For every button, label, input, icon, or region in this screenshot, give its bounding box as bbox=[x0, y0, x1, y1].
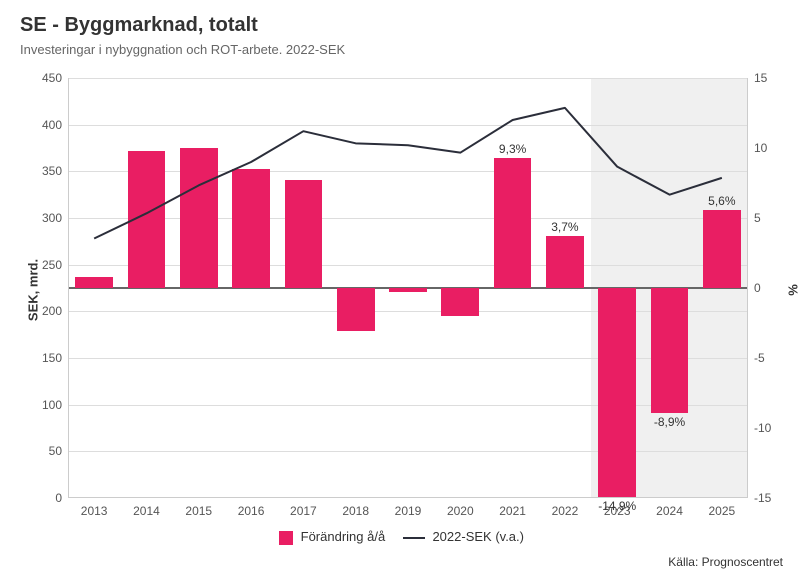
y-left-tick: 100 bbox=[22, 398, 62, 412]
legend-bar-swatch bbox=[279, 531, 293, 545]
y-axis-right-label: % bbox=[786, 284, 801, 296]
y-right-tick: -10 bbox=[754, 421, 784, 435]
y-right-tick: -5 bbox=[754, 351, 784, 365]
y-left-tick: 150 bbox=[22, 351, 62, 365]
y-left-tick: 200 bbox=[22, 304, 62, 318]
chart-card: SE - Byggmarknad, totalt Investeringar i… bbox=[0, 0, 803, 577]
y-left-tick: 400 bbox=[22, 118, 62, 132]
y-left-tick: 450 bbox=[22, 71, 62, 85]
y-right-tick: -15 bbox=[754, 491, 784, 505]
line-series bbox=[68, 78, 748, 498]
y-right-tick: 5 bbox=[754, 211, 784, 225]
legend-line-swatch bbox=[403, 537, 425, 539]
x-tick: 2020 bbox=[447, 504, 474, 518]
x-tick: 2021 bbox=[499, 504, 526, 518]
y-left-tick: 350 bbox=[22, 164, 62, 178]
x-tick: 2024 bbox=[656, 504, 683, 518]
x-tick: 2015 bbox=[185, 504, 212, 518]
y-left-tick: 300 bbox=[22, 211, 62, 225]
legend-bar-label: Förändring å/å bbox=[301, 529, 386, 544]
x-tick: 2022 bbox=[552, 504, 579, 518]
x-tick: 2019 bbox=[395, 504, 422, 518]
legend-line-label: 2022-SEK (v.a.) bbox=[432, 529, 524, 544]
chart-subtitle: Investeringar i nybyggnation och ROT-arb… bbox=[20, 42, 345, 57]
source-text: Källa: Prognoscentret bbox=[668, 555, 783, 569]
plot-area: 050100150200250300350400450-15-10-505101… bbox=[68, 78, 748, 498]
chart-title: SE - Byggmarknad, totalt bbox=[20, 14, 258, 37]
x-tick: 2013 bbox=[81, 504, 108, 518]
y-left-tick: 0 bbox=[22, 491, 62, 505]
y-right-tick: 0 bbox=[754, 281, 784, 295]
x-tick: 2017 bbox=[290, 504, 317, 518]
legend: Förändring å/å 2022-SEK (v.a.) bbox=[0, 529, 803, 545]
x-tick: 2025 bbox=[708, 504, 735, 518]
y-right-tick: 10 bbox=[754, 141, 784, 155]
y-left-tick: 250 bbox=[22, 258, 62, 272]
x-tick: 2018 bbox=[342, 504, 369, 518]
x-tick: 2014 bbox=[133, 504, 160, 518]
y-right-tick: 15 bbox=[754, 71, 784, 85]
y-left-tick: 50 bbox=[22, 444, 62, 458]
x-tick: 2016 bbox=[238, 504, 265, 518]
bar-value-label: -14,9% bbox=[598, 499, 636, 513]
